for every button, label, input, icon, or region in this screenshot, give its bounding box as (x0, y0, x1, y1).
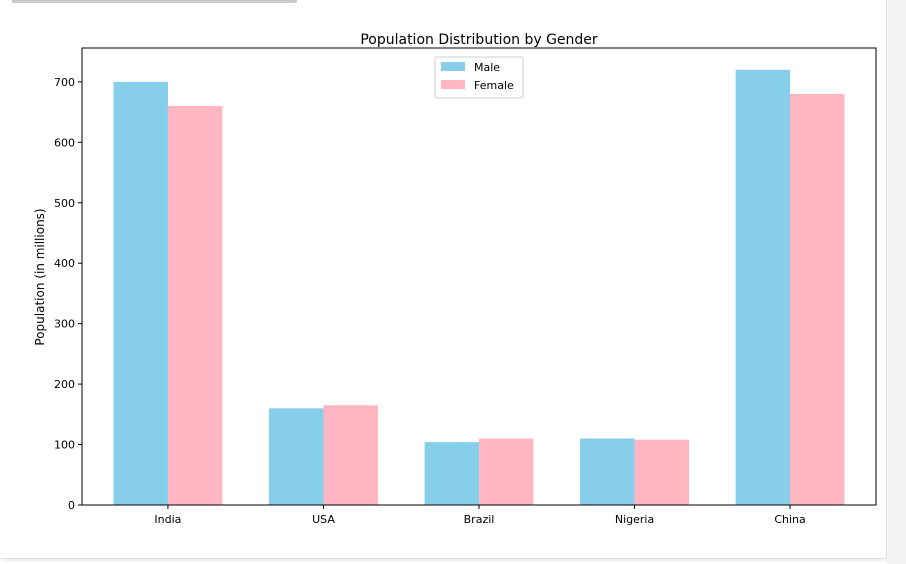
x-tick-label-china: China (774, 513, 805, 526)
scrollbar-track[interactable] (887, 0, 906, 564)
scroll-indicator[interactable] (12, 0, 297, 3)
x-tick-label-brazil: Brazil (464, 513, 495, 526)
bar-female-nigeria (634, 439, 689, 505)
bar-male-nigeria (580, 438, 635, 505)
bar-male-china (735, 69, 791, 505)
legend: Male Female (434, 56, 524, 99)
x-tick-label-india: India (154, 513, 181, 526)
y-tick-label: 0 (68, 499, 75, 512)
legend-swatch-female (441, 80, 465, 89)
y-tick-label: 100 (54, 439, 75, 452)
y-axis-title: Population (in millions) (33, 208, 47, 345)
x-tick-label-nigeria: Nigeria (615, 513, 654, 526)
bar-male-usa (269, 408, 324, 505)
x-tick-label-usa: USA (312, 513, 335, 526)
bar-female-usa (323, 405, 378, 505)
y-tick-label: 200 (54, 378, 75, 391)
chart-title: Population Distribution by Gender (360, 32, 598, 48)
legend-swatch-male (441, 62, 465, 71)
y-tick-label: 600 (54, 136, 75, 149)
legend-label-male: Male (474, 61, 500, 74)
bars-group (113, 69, 845, 506)
bar-male-brazil (424, 442, 479, 505)
bar-female-brazil (479, 438, 534, 505)
bar-female-india (167, 106, 223, 506)
bar-female-china (790, 93, 845, 505)
legend-label-female: Female (474, 79, 514, 92)
y-tick-label: 300 (54, 318, 75, 331)
y-tick-label: 700 (54, 76, 75, 89)
x-axis: India USA Brazil Nigeria China (154, 505, 806, 526)
y-tick-label: 400 (54, 257, 75, 270)
y-tick-label: 500 (54, 197, 75, 210)
y-axis: 0 100 200 300 400 500 600 700 (54, 76, 82, 512)
bar-male-india (113, 81, 168, 505)
